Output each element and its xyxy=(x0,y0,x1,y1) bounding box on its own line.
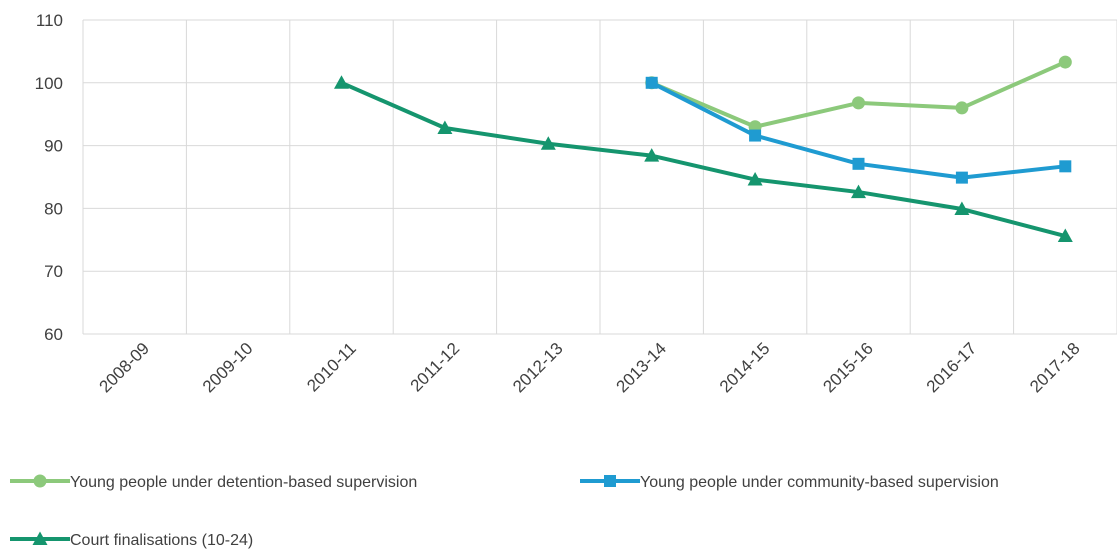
x-tick-label: 2012-13 xyxy=(509,339,567,397)
series-line xyxy=(649,60,1068,129)
series-3 xyxy=(334,75,1073,243)
data-point xyxy=(851,184,866,199)
data-point xyxy=(955,171,968,184)
data-point xyxy=(334,75,349,89)
legend-swatch-marker xyxy=(32,531,48,545)
grid xyxy=(82,19,1117,335)
data-point xyxy=(1058,55,1072,69)
data-point xyxy=(955,101,969,115)
data-point xyxy=(852,96,865,110)
legend-item: Court finalisations (10-24) xyxy=(10,531,253,549)
y-tick-label: 60 xyxy=(44,325,63,344)
data-point xyxy=(1059,160,1072,173)
data-point xyxy=(437,120,453,135)
data-point xyxy=(954,201,970,216)
y-tick-label: 110 xyxy=(36,11,63,30)
legend-swatch-marker xyxy=(604,475,616,487)
legend-label: Young people under detention-based super… xyxy=(70,474,417,491)
x-tick-label: 2010-11 xyxy=(303,339,360,396)
x-tick-label: 2008-09 xyxy=(96,339,154,397)
legend-label: Court finalisations (10-24) xyxy=(70,532,253,549)
legend: Young people under detention-based super… xyxy=(10,474,999,549)
data-point xyxy=(852,157,865,170)
legend-label: Young people under community-based super… xyxy=(640,474,999,491)
series-layer xyxy=(334,55,1073,243)
data-point xyxy=(540,136,556,150)
data-point xyxy=(644,148,660,162)
data-point xyxy=(747,172,763,186)
data-point xyxy=(645,76,658,89)
y-tick-label: 100 xyxy=(35,74,63,93)
data-point xyxy=(1057,228,1073,243)
data-point xyxy=(749,129,762,142)
y-tick-label: 80 xyxy=(44,199,63,218)
x-tick-label: 2016-17 xyxy=(923,339,981,397)
legend-item: Young people under community-based super… xyxy=(580,474,999,491)
x-tick-label: 2015-16 xyxy=(819,339,877,397)
x-tick-label: 2017-18 xyxy=(1026,339,1084,397)
legend-swatch-marker xyxy=(33,474,47,488)
x-tick-label: 2011-12 xyxy=(407,339,464,396)
x-tick-label: 2014-15 xyxy=(716,339,774,397)
series-2 xyxy=(645,76,1072,184)
series-1 xyxy=(645,55,1072,134)
series-line xyxy=(339,80,1068,239)
x-tick-label: 2009-10 xyxy=(199,339,257,397)
y-tick-label: 70 xyxy=(44,262,63,281)
legend-item: Young people under detention-based super… xyxy=(10,474,417,491)
y-tick-label: 90 xyxy=(44,137,63,156)
x-tick-label: 2013-14 xyxy=(613,339,671,397)
